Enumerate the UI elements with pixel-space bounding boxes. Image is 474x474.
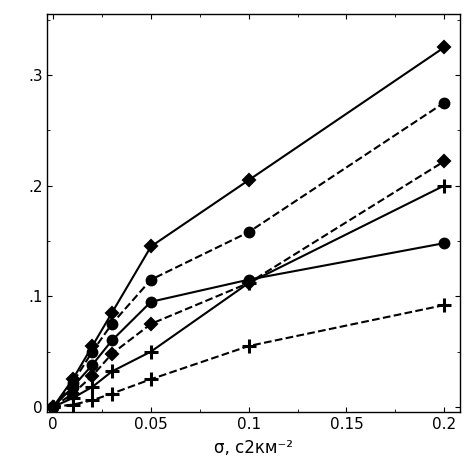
X-axis label: σ, с2км⁻²: σ, с2км⁻² [214,439,293,457]
